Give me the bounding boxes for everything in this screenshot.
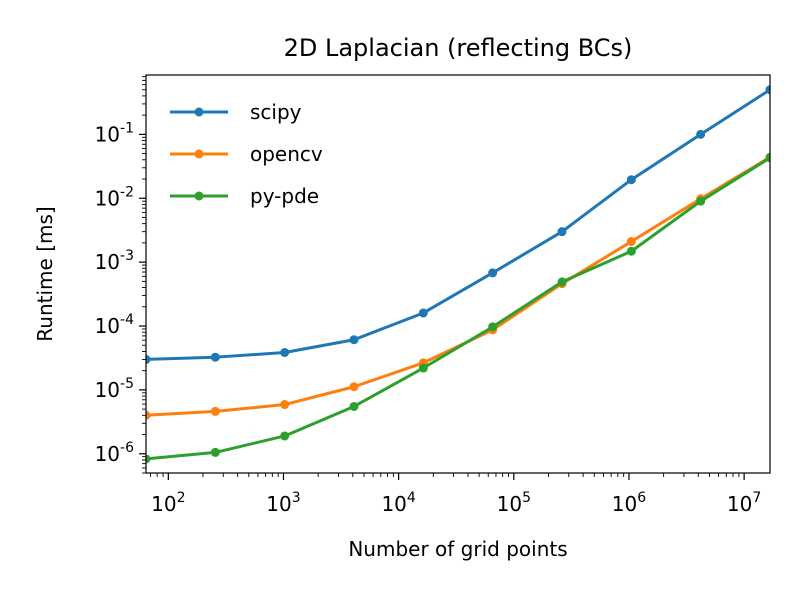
series-py-pde bbox=[146, 153, 770, 464]
legend-label-opencv: opencv bbox=[250, 142, 323, 166]
x-tick-label: 105 bbox=[497, 490, 531, 516]
data-point-scipy bbox=[280, 347, 290, 357]
data-point-scipy bbox=[557, 227, 567, 237]
data-point-scipy bbox=[765, 85, 770, 95]
data-point-py-pde bbox=[280, 431, 290, 441]
data-point-py-pde bbox=[626, 246, 636, 256]
data-point-opencv bbox=[349, 382, 359, 392]
series-opencv bbox=[146, 152, 770, 420]
legend-item-scipy: scipy bbox=[170, 100, 302, 124]
data-point-opencv bbox=[210, 406, 220, 416]
y-tick-label: 10-4 bbox=[95, 312, 135, 338]
x-tick-label: 106 bbox=[612, 490, 646, 516]
data-point-py-pde bbox=[146, 454, 151, 464]
series-line-py-pde bbox=[146, 156, 770, 461]
data-point-py-pde bbox=[765, 153, 770, 163]
data-point-py-pde bbox=[557, 277, 567, 287]
data-point-scipy bbox=[696, 129, 706, 139]
legend-marker-opencv bbox=[194, 149, 204, 159]
data-point-scipy bbox=[146, 354, 151, 364]
data-point-py-pde bbox=[488, 322, 498, 332]
legend-label-py-pde: py-pde bbox=[250, 184, 319, 208]
legend-marker-scipy bbox=[194, 107, 204, 117]
x-axis-label: Number of grid points bbox=[348, 537, 567, 561]
plot-area bbox=[146, 85, 770, 464]
data-point-py-pde bbox=[418, 363, 428, 373]
data-point-scipy bbox=[488, 268, 498, 278]
data-point-scipy bbox=[626, 175, 636, 185]
legend: scipy opencv py-pde bbox=[170, 100, 323, 208]
x-tick-label: 107 bbox=[727, 490, 761, 516]
data-point-py-pde bbox=[349, 401, 359, 411]
series-line-scipy bbox=[146, 88, 770, 361]
legend-item-py-pde: py-pde bbox=[170, 184, 319, 208]
y-tick-label: 10-1 bbox=[95, 120, 134, 146]
axis-ticks: 102 103 104 105 106 107 10-6 10-5 10-4 10-3 10-2 10… bbox=[95, 76, 761, 516]
data-point-py-pde bbox=[210, 447, 220, 457]
y-tick-label: 10-6 bbox=[95, 440, 135, 466]
y-tick-label: 10-5 bbox=[95, 376, 134, 402]
legend-label-scipy: scipy bbox=[250, 100, 302, 124]
legend-marker-py-pde bbox=[194, 191, 204, 201]
y-tick-label: 10-2 bbox=[95, 184, 134, 210]
x-tick-label: 103 bbox=[266, 490, 300, 516]
axes-frame bbox=[145, 74, 771, 474]
data-point-opencv bbox=[146, 410, 151, 420]
series-scipy bbox=[146, 85, 770, 364]
legend-item-opencv: opencv bbox=[170, 142, 323, 166]
data-point-scipy bbox=[418, 308, 428, 318]
x-tick-label: 104 bbox=[381, 490, 415, 516]
series-line-opencv bbox=[146, 155, 770, 417]
x-tick-label: 102 bbox=[151, 490, 185, 516]
data-point-opencv bbox=[280, 400, 290, 410]
data-point-scipy bbox=[210, 352, 220, 362]
data-point-opencv bbox=[626, 237, 636, 247]
data-point-scipy bbox=[349, 335, 359, 345]
data-point-py-pde bbox=[696, 196, 706, 206]
y-tick-label: 10-3 bbox=[95, 248, 134, 274]
y-axis-label: Runtime [ms] bbox=[33, 206, 57, 341]
chart-title: 2D Laplacian (reflecting BCs) bbox=[284, 34, 633, 62]
